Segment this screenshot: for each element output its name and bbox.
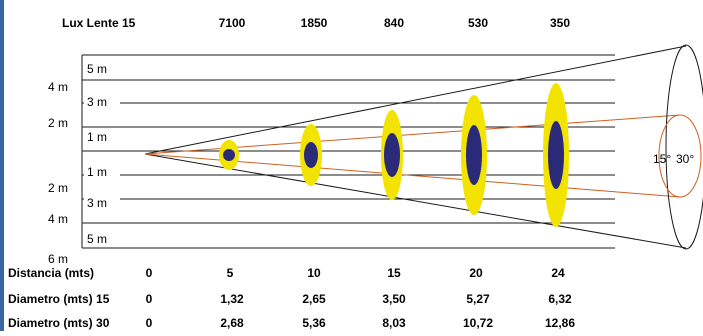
table-row-distance-0: 0: [146, 266, 153, 280]
spot-15m: [381, 110, 403, 200]
table-row-d30-2: 5,36: [302, 316, 326, 330]
row-label-6: 5 m: [84, 231, 120, 246]
table-row-distance-label: Distancia (mts): [8, 266, 94, 280]
table-row-distance-4: 20: [469, 266, 483, 280]
cone-end-30: [665, 44, 703, 250]
grid-lines: [81, 54, 615, 249]
table-row-d30-0: 0: [146, 316, 153, 330]
table-row-distance-1: 5: [227, 266, 234, 280]
table-row-d30-1: 2,68: [220, 316, 244, 330]
table-row-d15-1: 1,32: [220, 292, 244, 306]
row-label-2: 3 m: [84, 94, 120, 109]
beam-30-upper: [144, 45, 687, 155]
header-label: Lux Lente 15: [62, 16, 136, 30]
table-row-distance-5: 24: [551, 266, 565, 280]
row-label-1-text: 5 m: [87, 62, 107, 76]
table-row-d15-2: 2,65: [302, 292, 326, 306]
row-label-3-text: 1 m: [87, 130, 107, 144]
table-row-d15-label: Diametro (mts) 15: [8, 292, 110, 306]
table-row-distance-2: 10: [307, 266, 321, 280]
angle-label-30: 30°: [676, 152, 694, 166]
left-scale-4m-top: 4 m: [48, 80, 68, 94]
table-row-d30-3: 8,03: [382, 316, 406, 330]
cone-end-15: [658, 114, 702, 198]
table-row-d30-label: Diametro (mts) 30: [8, 316, 110, 330]
row-label-3: 1 m: [84, 129, 120, 144]
row-label-2-text: 3 m: [87, 95, 107, 109]
left-scale-2m-top: 2 m: [48, 116, 68, 130]
left-scale-4m-bottom: 4 m: [48, 212, 68, 226]
lux-value-15m: 840: [384, 16, 404, 30]
angle-label-15: 15°: [653, 152, 671, 166]
row-label-5-text: 3 m: [87, 196, 107, 210]
frame-bar: [0, 0, 4, 331]
table-row-distance-3: 15: [387, 266, 401, 280]
table-row-d15-3: 3,50: [382, 292, 406, 306]
lux-value-10m: 1850: [301, 16, 328, 30]
lux-value-24m: 350: [550, 16, 570, 30]
beam-30-lower: [144, 153, 687, 249]
row-label-1: 5 m: [84, 61, 120, 76]
row-label-4-text: 1 m: [87, 165, 107, 179]
spot-24m: [543, 83, 569, 227]
left-scale-6m: 6 m: [48, 252, 68, 266]
table-row-d30-5: 12,86: [545, 316, 575, 330]
spot-10m: [300, 124, 322, 186]
spot-20m: [461, 95, 487, 215]
table-row-d15-4: 5,27: [466, 292, 490, 306]
row-label-6-text: 5 m: [87, 232, 107, 246]
row-label-4: 1 m: [84, 164, 120, 179]
left-scale-2m-bottom: 2 m: [48, 181, 68, 195]
lux-value-20m: 530: [468, 16, 488, 30]
row-label-5: 3 m: [84, 195, 120, 210]
table-row-d30-4: 10,72: [463, 316, 493, 330]
table-row-d15-5: 6,32: [548, 292, 572, 306]
spot-5m: [219, 140, 239, 170]
lux-value-5m: 7100: [219, 16, 246, 30]
table-row-d15-0: 0: [146, 292, 153, 306]
